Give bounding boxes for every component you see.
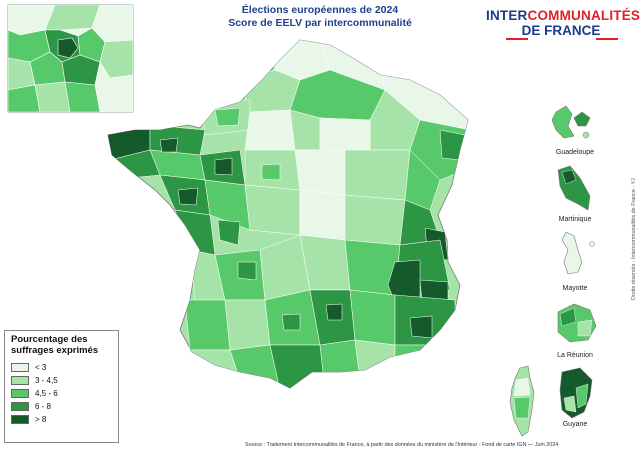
rights-note: Droits réservés - Intercommunalités de F… xyxy=(631,178,637,300)
title-line-1: Élections européennes de 2024 xyxy=(241,4,399,16)
legend-label: 6 - 8 xyxy=(35,401,52,411)
brand-logo: INTERCOMMUNALITÉS DE FRANCE xyxy=(486,8,640,40)
legend-item: 6 - 8 xyxy=(11,400,112,412)
legend-label: 3 - 4,5 xyxy=(35,375,58,385)
brand-rule-left xyxy=(506,38,528,40)
source-note: Source : Traitement Intercommunalités de… xyxy=(245,442,559,448)
legend: Pourcentage des suffrages exprimés < 3 3… xyxy=(4,330,119,443)
idf-inset xyxy=(7,4,134,113)
legend-items: < 3 3 - 4,5 4,5 - 6 6 - 8 > 8 xyxy=(11,361,112,425)
legend-swatch xyxy=(11,401,29,411)
label-guadeloupe: Guadeloupe xyxy=(555,149,595,156)
title-line-2: Score de EELV par intercommunalité xyxy=(228,17,412,29)
legend-label: 4,5 - 6 xyxy=(35,388,58,398)
corsica xyxy=(509,365,535,437)
brand-text-de-france: DE FRANCE xyxy=(521,23,601,38)
legend-item: < 3 xyxy=(11,361,112,373)
legend-item: 3 - 4,5 xyxy=(11,374,112,386)
label-guyane: Guyane xyxy=(562,421,588,428)
legend-label: > 8 xyxy=(35,414,47,424)
map-title: Élections européennes de 2024 Score de E… xyxy=(200,4,440,30)
label-mayotte: Mayotte xyxy=(562,285,588,292)
legend-swatch xyxy=(11,375,29,385)
legend-title-line-2: suffrages exprimés xyxy=(11,345,99,356)
reunion-shape xyxy=(557,303,597,343)
legend-item: 4,5 - 6 xyxy=(11,387,112,399)
legend-label: < 3 xyxy=(35,362,47,372)
legend-swatch xyxy=(11,362,29,372)
label-martinique: Martinique xyxy=(558,216,592,223)
legend-title-line-1: Pourcentage des xyxy=(11,334,88,345)
guadeloupe-shape xyxy=(551,105,591,139)
martinique-shape xyxy=(557,165,591,211)
brand-text-inter: INTER xyxy=(486,8,528,23)
guyane-shape xyxy=(559,367,593,419)
brand-text-communalites: COMMUNALITÉS xyxy=(527,8,640,23)
legend-swatch xyxy=(11,414,29,424)
france-mainland xyxy=(107,39,469,389)
legend-swatch xyxy=(11,388,29,398)
mayotte-shape xyxy=(561,231,595,275)
brand-rule-right xyxy=(596,38,618,40)
legend-item: > 8 xyxy=(11,413,112,425)
label-reunion: La Réunion xyxy=(557,352,593,359)
